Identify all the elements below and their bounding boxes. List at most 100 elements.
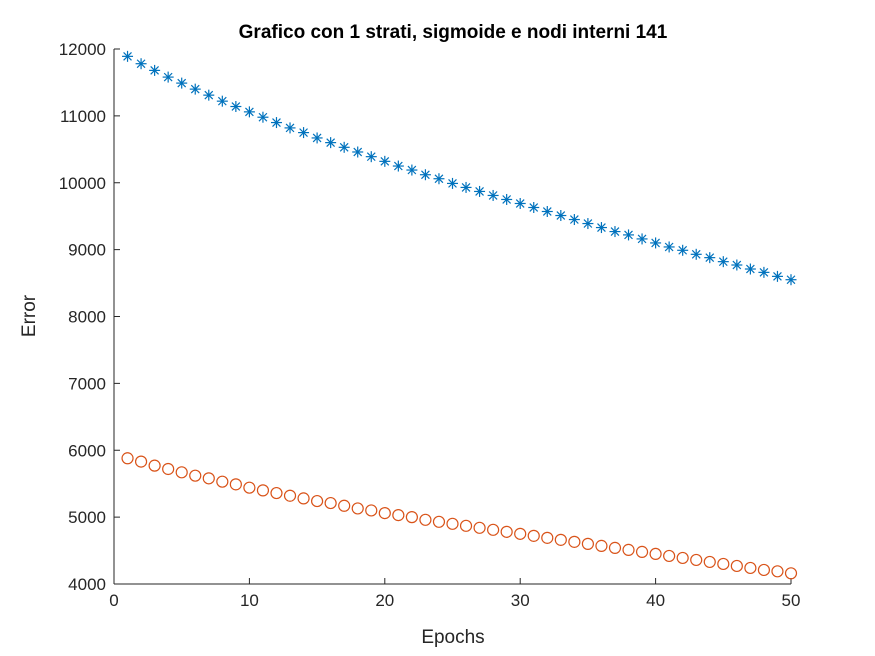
data-point-circle: [541, 531, 554, 544]
asterisk-stroke: [773, 271, 782, 281]
data-point-asterisk: [433, 173, 445, 185]
data-point-circle: [311, 494, 324, 508]
data-point-asterisk: [690, 248, 702, 260]
y-tick-label: 11000: [60, 107, 106, 126]
asterisk-stroke: [691, 249, 701, 259]
data-point-asterisk: [149, 64, 161, 76]
series-2: [121, 452, 798, 580]
y-tick-label: 4000: [68, 575, 106, 594]
y-tick-label: 9000: [68, 241, 106, 260]
y-tick-label: 5000: [68, 508, 106, 527]
asterisk-stroke: [515, 199, 525, 208]
asterisk-stroke: [285, 123, 295, 133]
asterisk-stroke: [434, 174, 444, 184]
y-tick-label: 7000: [68, 374, 106, 393]
data-point-asterisk: [555, 210, 567, 222]
asterisk-stroke: [610, 227, 620, 236]
data-point-asterisk: [203, 89, 215, 101]
asterisk-stroke: [421, 170, 430, 180]
data-point-circle: [175, 466, 188, 479]
data-point-asterisk: [338, 141, 350, 153]
data-point-asterisk: [474, 185, 486, 197]
asterisk-stroke: [258, 112, 268, 122]
data-point-asterisk: [243, 106, 255, 118]
data-point-circle: [703, 555, 716, 569]
data-point-circle: [554, 533, 567, 546]
data-point-asterisk: [460, 181, 472, 193]
data-point-circle: [527, 529, 540, 542]
axes: [113, 49, 791, 585]
data-point-circle: [324, 496, 337, 510]
asterisk-stroke: [163, 72, 173, 82]
data-point-circle: [649, 547, 662, 561]
data-point-asterisk: [189, 83, 201, 95]
asterisk-stroke: [745, 264, 755, 274]
data-point-asterisk: [717, 256, 729, 268]
x-tick-label: 30: [511, 591, 530, 610]
data-point-circle: [446, 517, 459, 530]
data-point-asterisk: [298, 127, 310, 139]
data-point-asterisk: [447, 177, 458, 189]
data-point-circle: [757, 563, 771, 577]
data-point-circle: [297, 492, 310, 505]
data-point-circle: [500, 525, 513, 538]
data-point-asterisk: [609, 226, 621, 238]
x-tick-label: 20: [375, 591, 394, 610]
asterisk-stroke: [353, 147, 363, 157]
asterisk-stroke: [732, 260, 742, 270]
asterisk-stroke: [190, 84, 200, 94]
data-point-circle: [134, 455, 148, 468]
data-point-asterisk: [162, 71, 174, 83]
data-point-circle: [392, 509, 405, 522]
plot-marks: [121, 50, 798, 580]
data-point-asterisk: [135, 58, 147, 70]
asterisk-stroke: [366, 152, 376, 162]
y-tick-label: 8000: [68, 308, 106, 327]
asterisk-stroke: [299, 128, 308, 137]
asterisk-stroke: [136, 59, 146, 69]
data-point-asterisk: [176, 77, 188, 89]
data-point-circle: [744, 561, 757, 575]
data-point-circle: [459, 519, 473, 532]
data-point-circle: [405, 511, 418, 524]
data-point-asterisk: [122, 50, 134, 62]
asterisk-stroke: [718, 257, 728, 267]
data-point-circle: [514, 527, 527, 540]
data-point-asterisk: [325, 137, 337, 149]
data-point-asterisk: [514, 197, 526, 209]
data-point-asterisk: [744, 263, 756, 275]
asterisk-stroke: [664, 242, 674, 252]
data-point-circle: [202, 472, 215, 485]
data-point-asterisk: [365, 151, 377, 163]
data-point-asterisk: [487, 189, 499, 201]
data-point-circle: [487, 523, 500, 536]
data-point-circle: [581, 537, 595, 550]
asterisk-stroke: [123, 51, 132, 61]
data-point-circle: [216, 475, 229, 488]
data-point-circle: [338, 499, 351, 512]
asterisk-stroke: [556, 211, 566, 220]
asterisk-stroke: [150, 66, 160, 75]
data-point-circle: [690, 553, 703, 567]
data-point-asterisk: [501, 193, 513, 205]
asterisk-stroke: [312, 133, 322, 143]
asterisk-stroke: [448, 179, 457, 188]
data-point-circle: [419, 513, 432, 526]
asterisk-stroke: [583, 219, 593, 228]
data-point-circle: [473, 521, 486, 534]
asterisk-stroke: [461, 183, 471, 192]
data-point-circle: [229, 478, 242, 491]
asterisk-stroke: [542, 207, 552, 216]
data-point-asterisk: [704, 252, 716, 264]
asterisk-stroke: [272, 118, 281, 127]
asterisk-stroke: [475, 187, 484, 196]
data-point-asterisk: [311, 132, 323, 144]
data-point-asterisk: [216, 95, 228, 107]
data-point-circle: [283, 489, 297, 502]
data-point-asterisk: [541, 206, 553, 218]
data-point-asterisk: [406, 164, 418, 176]
x-tick-label: 40: [646, 591, 665, 610]
data-point-asterisk: [731, 259, 743, 271]
data-point-asterisk: [392, 160, 404, 172]
